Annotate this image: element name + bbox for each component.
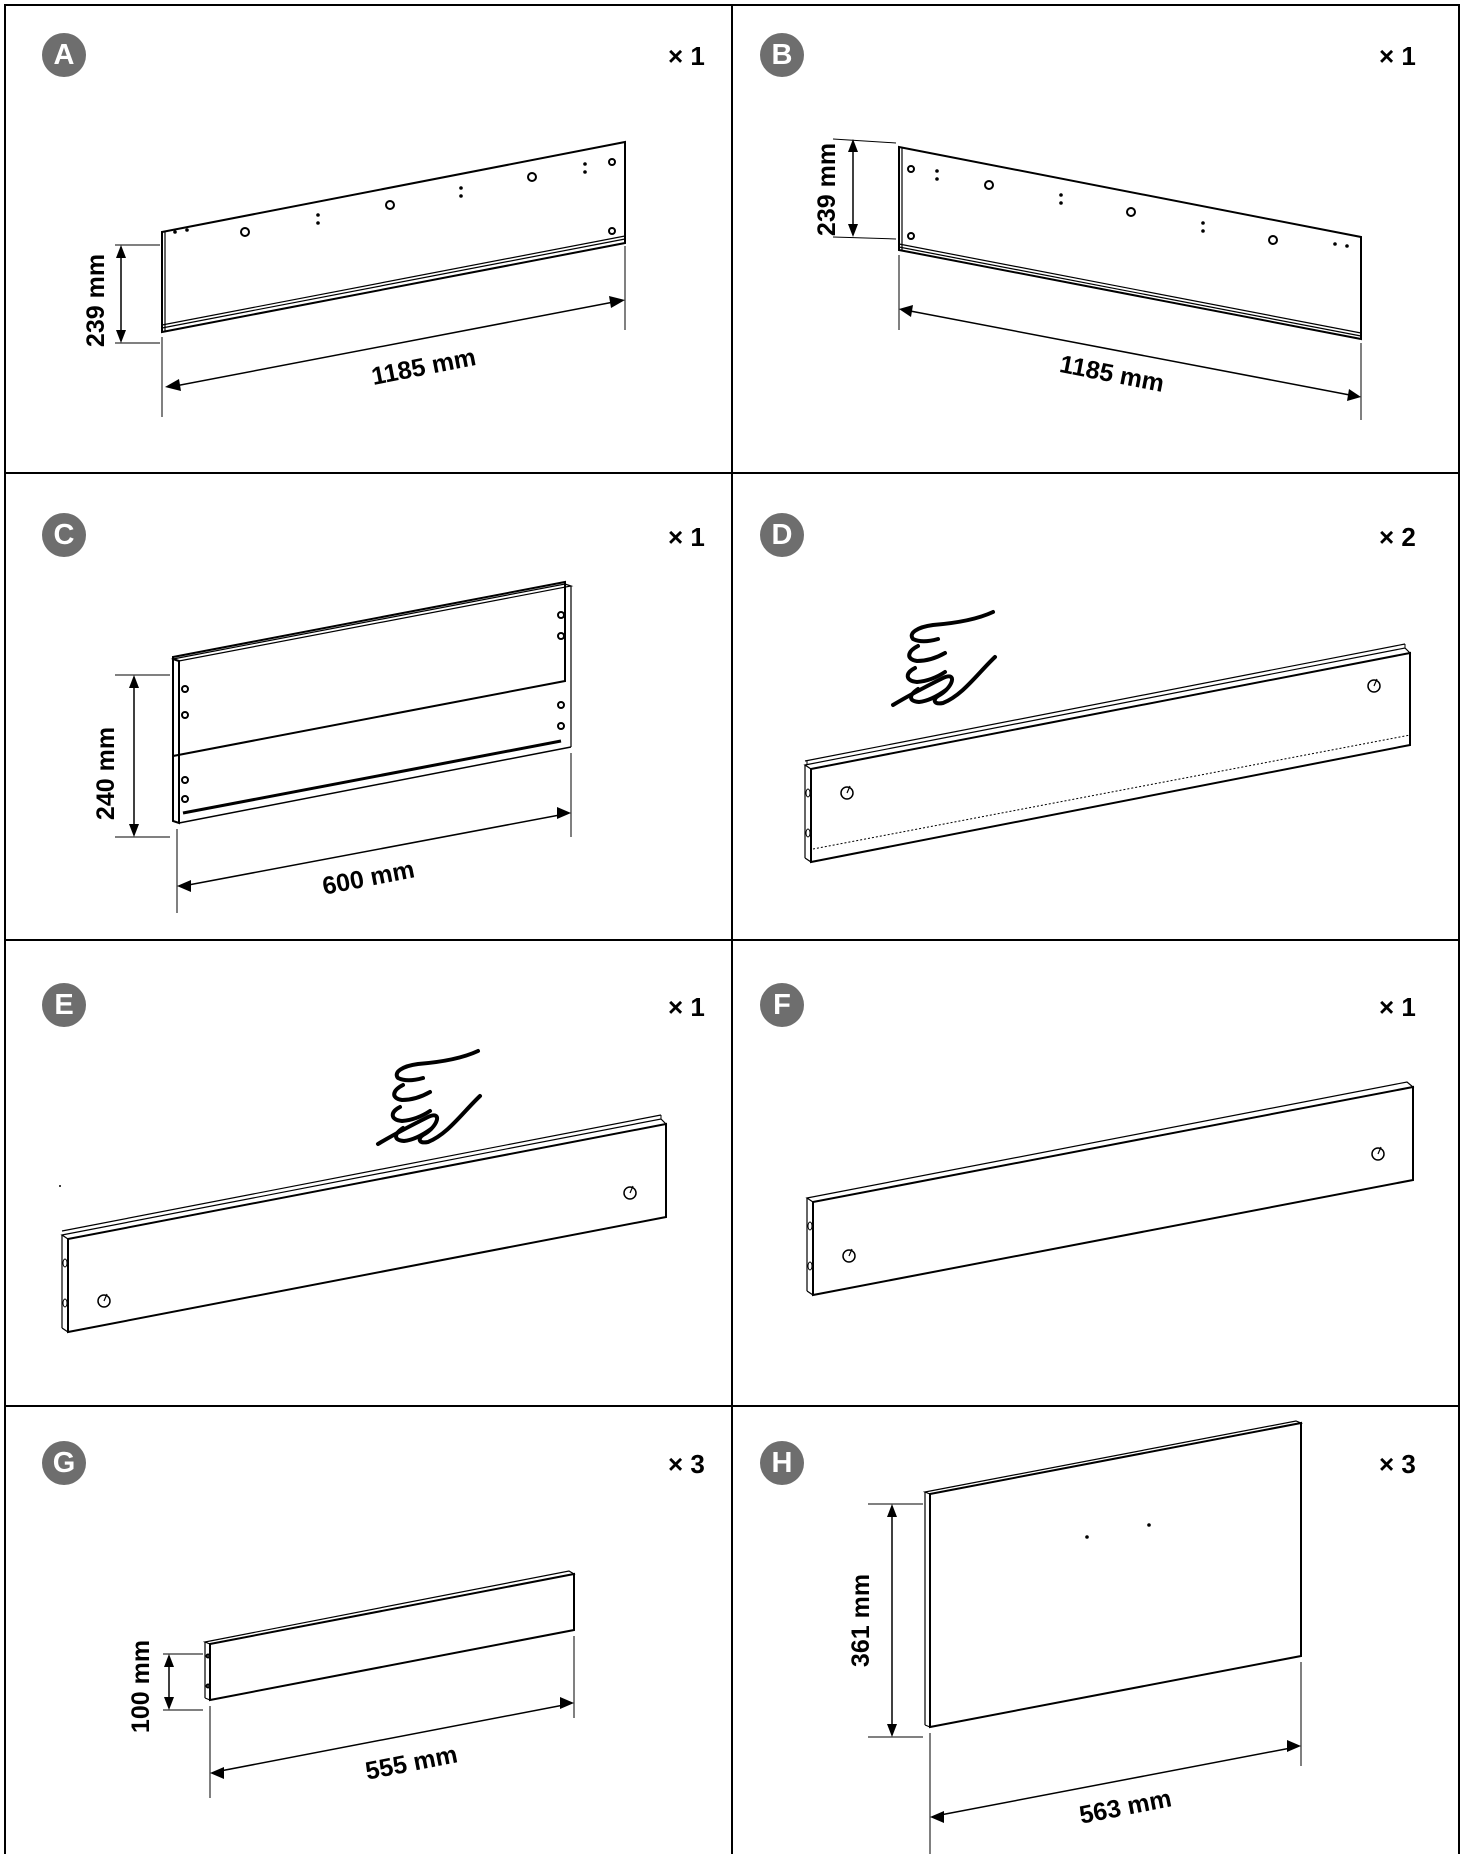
hand-touch-icon xyxy=(376,1049,482,1146)
dimension-height-c: 240 mm xyxy=(92,726,121,821)
panel-drawing-c xyxy=(115,580,574,913)
dimension-height-h: 361 mm xyxy=(847,1573,876,1668)
dimension-height-b: 239 mm xyxy=(813,142,842,237)
part-cell-c: C × 1 xyxy=(5,473,731,939)
part-badge-e: E xyxy=(42,983,86,1027)
panel-drawing-b xyxy=(832,138,1362,420)
grid-divider-row2 xyxy=(4,939,1460,941)
grid-divider-row3 xyxy=(4,1405,1460,1407)
part-badge-a: A xyxy=(42,33,86,77)
part-cell-e: E × 1 xyxy=(5,940,731,1405)
part-badge-d: D xyxy=(760,513,804,557)
part-badge-h: H xyxy=(760,1441,804,1485)
dimension-height-a: 239 mm xyxy=(82,253,111,348)
panel-drawing-g xyxy=(163,1570,576,1798)
part-quantity-h: × 3 xyxy=(1379,1449,1416,1479)
part-quantity-g: × 3 xyxy=(668,1449,705,1479)
part-cell-d: D × 2 xyxy=(733,473,1459,939)
part-cell-h: H × 3 361 mm 56 xyxy=(733,1406,1459,1854)
grid-border-right xyxy=(1458,4,1460,1854)
part-quantity-b: × 1 xyxy=(1379,41,1416,71)
panel-drawing-e xyxy=(59,1049,668,1334)
grid-border-left xyxy=(4,4,6,1854)
part-badge-c: C xyxy=(42,513,86,557)
part-badge-b: B xyxy=(760,33,804,77)
panel-drawing-a xyxy=(115,140,626,417)
part-cell-a: A × 1 xyxy=(5,5,731,472)
panel-drawing-f xyxy=(805,1081,1415,1297)
grid-divider-row1 xyxy=(4,472,1460,474)
part-quantity-f: × 1 xyxy=(1379,992,1416,1022)
grid-divider-vertical xyxy=(731,4,733,1854)
part-quantity-e: × 1 xyxy=(668,992,705,1022)
part-cell-b: B × 1 xyxy=(733,5,1459,472)
part-cell-g: G × 3 100 mm 55 xyxy=(5,1406,731,1854)
panel-drawing-h xyxy=(868,1420,1304,1854)
dimension-height-g: 100 mm xyxy=(127,1639,156,1734)
part-badge-g: G xyxy=(42,1441,86,1485)
part-quantity-d: × 2 xyxy=(1379,522,1416,552)
hand-touch-icon xyxy=(891,610,997,707)
part-badge-f: F xyxy=(760,983,804,1027)
part-quantity-a: × 1 xyxy=(668,41,705,71)
panel-drawing-d xyxy=(803,610,1412,864)
part-quantity-c: × 1 xyxy=(668,522,705,552)
part-cell-f: F × 1 xyxy=(733,940,1459,1405)
